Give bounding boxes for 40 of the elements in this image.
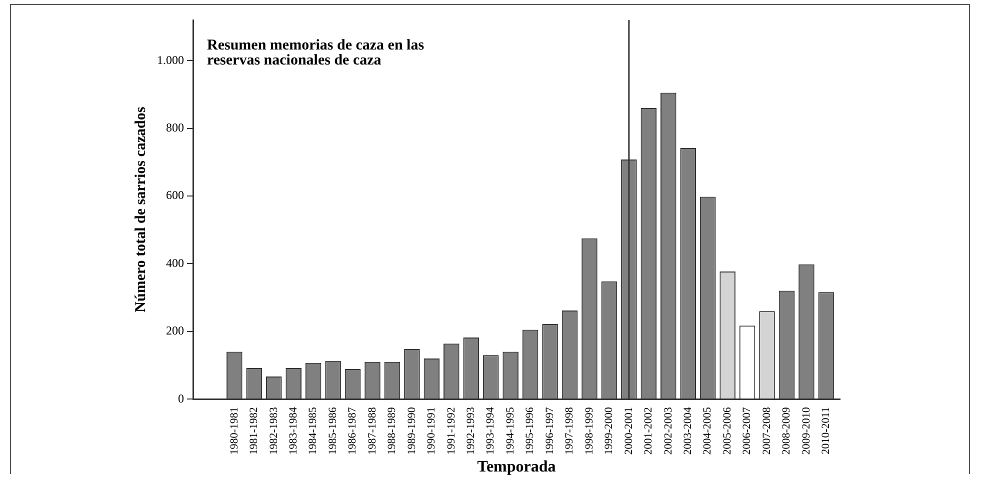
x-tick-label: 1992-1993 <box>465 406 478 455</box>
y-tick-label: 800 <box>166 120 184 134</box>
x-tick-label: 2010-2011 <box>820 407 832 454</box>
y-tick-label: 1.000 <box>157 52 184 67</box>
y-tick-label: 600 <box>166 188 184 202</box>
x-tick-label: 1983-1984 <box>287 406 300 455</box>
x-tick-label: 1991-1992 <box>445 407 458 455</box>
x-tick-label: 1982-1983 <box>268 406 280 455</box>
x-tick-label: 2003-2004 <box>682 406 694 455</box>
y-tick-label: 0 <box>178 391 184 406</box>
x-tick-label: 2002-2003 <box>662 406 674 455</box>
x-axis-title: Temporada <box>477 458 556 476</box>
x-tick-label: 1986-1987 <box>346 406 359 455</box>
x-tick-label: 1994-1995 <box>504 406 516 455</box>
x-tick-label: 1987-1988 <box>366 406 378 455</box>
x-tick-label: 2001-2002 <box>642 407 655 455</box>
x-tick-label: 1980-1981 <box>228 407 240 455</box>
x-tick-label: 1985-1986 <box>326 406 339 455</box>
x-tick-label: 2005-2006 <box>721 406 734 455</box>
x-tick-label: 2008-2009 <box>780 406 793 455</box>
x-tick-label: 1997-1998 <box>564 406 576 455</box>
x-tick-label: 1996-1997 <box>544 406 556 455</box>
x-tick-label: 2007-2008 <box>760 406 773 455</box>
x-tick-label: 2006-2007 <box>741 406 754 455</box>
y-tick-label: 400 <box>166 256 184 270</box>
x-tick-label: 2009-2010 <box>800 406 812 455</box>
x-tick-label: 2000-2001 <box>622 407 635 455</box>
y-tick-label: 200 <box>166 324 184 338</box>
x-tick-label: 1999-2000 <box>603 406 616 455</box>
text: Resumen memorias de caza en las reservas nacionales de caza <box>207 37 424 68</box>
x-tick-label: 1984-1985 <box>307 406 320 455</box>
x-tick-label: 2004-2005 <box>702 406 714 455</box>
x-tick-label: 1993-1994 <box>484 406 497 455</box>
x-tick-label: 1995-1996 <box>524 406 536 455</box>
x-tick-label: 1998-1999 <box>583 406 596 455</box>
x-tick-label: 1989-1990 <box>406 406 418 455</box>
x-tick-label: 1990-1991 <box>426 407 438 455</box>
y-axis-title: Número total de sarrios cazados <box>132 106 149 312</box>
x-tick-label: 1981-1982 <box>248 407 260 455</box>
x-tick-label: 1988-1989 <box>386 406 398 455</box>
